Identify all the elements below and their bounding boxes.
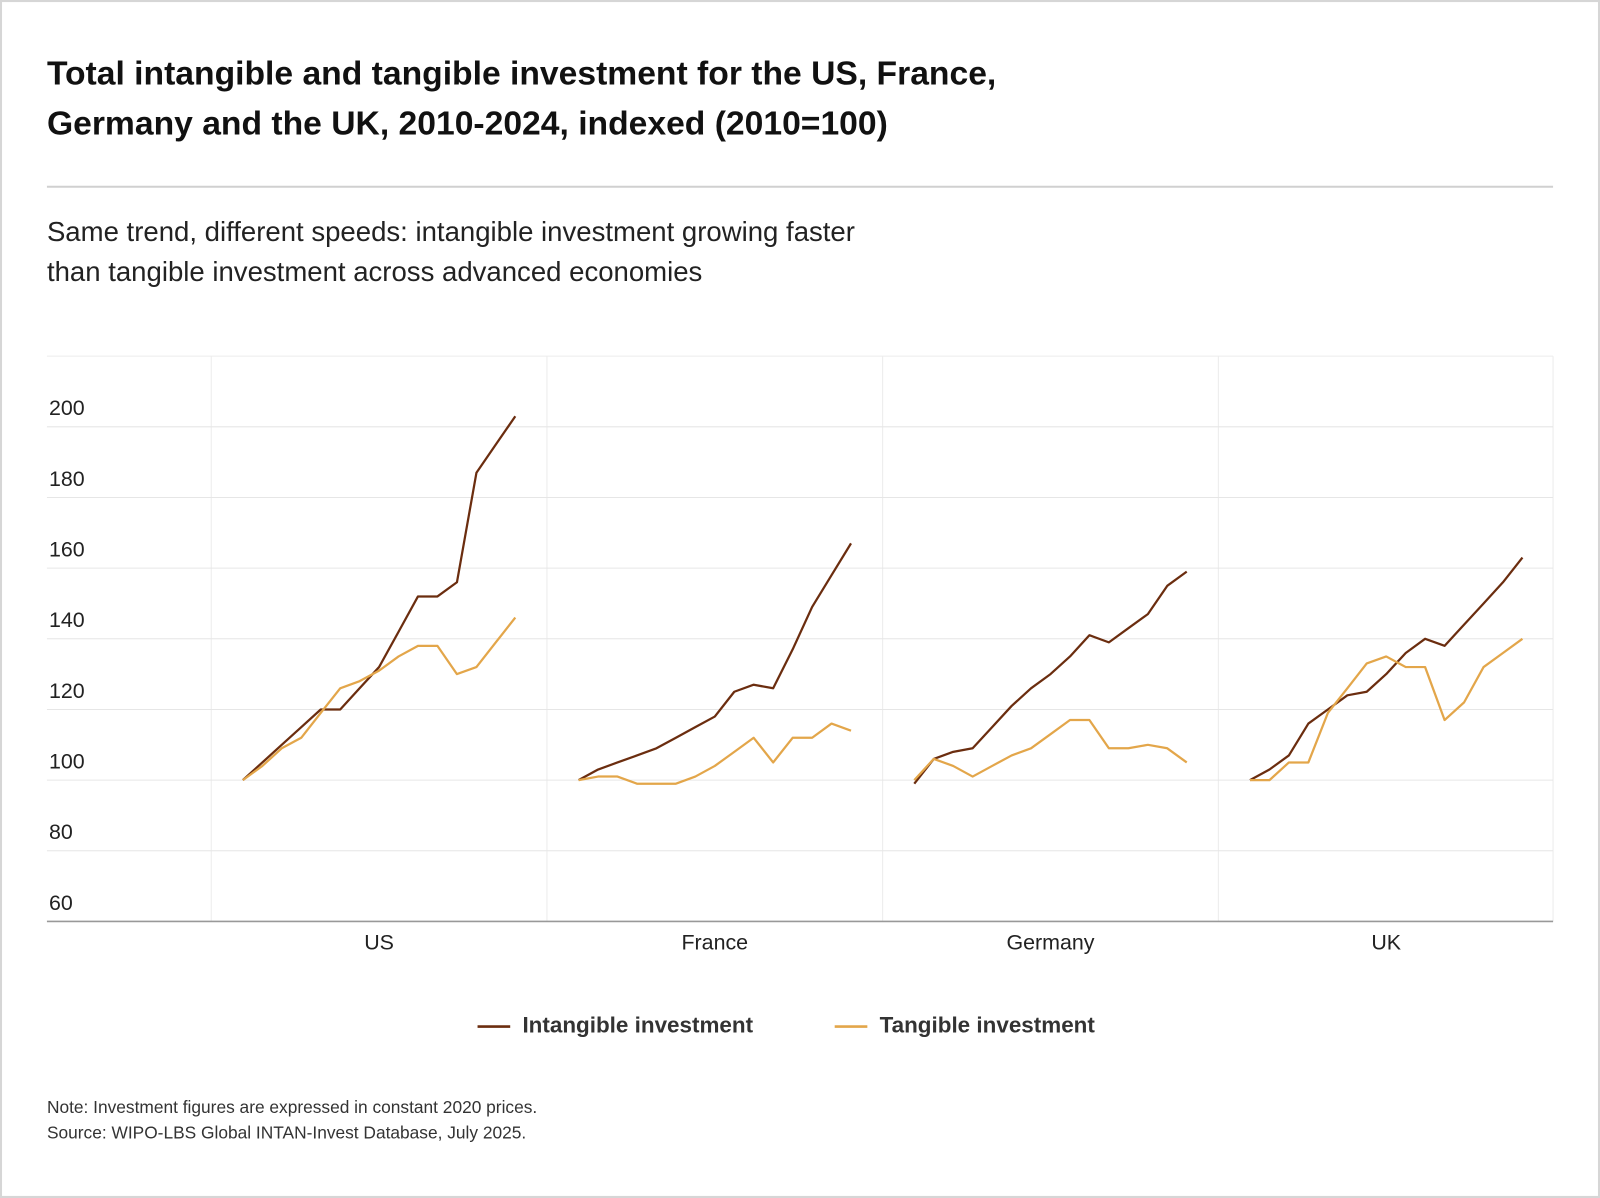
series-line [242, 616, 517, 782]
y-tick-label: 140 [49, 608, 85, 632]
x-tick-label: France [681, 931, 748, 955]
y-tick-label: 180 [49, 467, 85, 491]
legend-label: Tangible investment [880, 1012, 1096, 1037]
y-tick-label: 120 [49, 679, 85, 703]
series-line [1249, 556, 1524, 782]
y-tick-label: 60 [49, 891, 73, 915]
subtitle: than tangible investment across advanced… [47, 256, 702, 287]
series-line [913, 570, 1188, 785]
x-tick-label: UK [1371, 931, 1401, 955]
source: Source: WIPO-LBS Global INTAN-Invest Dat… [47, 1122, 526, 1142]
legend-label: Intangible investment [522, 1012, 753, 1037]
chart-title: Total intangible and tangible investment… [47, 55, 996, 92]
series-line [578, 722, 852, 785]
series-line [242, 415, 517, 781]
y-tick-label: 200 [49, 396, 85, 420]
y-tick-label: 100 [49, 749, 85, 773]
series-line [1250, 637, 1524, 782]
x-tick-label: US [364, 931, 394, 955]
note: Note: Investment figures are expressed i… [47, 1097, 537, 1117]
subtitle: Same trend, different speeds: intangible… [47, 216, 855, 247]
series-line [578, 542, 852, 782]
x-tick-label: Germany [1006, 931, 1094, 955]
y-tick-label: 80 [49, 820, 73, 844]
chart-title: Germany and the UK, 2010-2024, indexed (… [47, 105, 888, 142]
y-tick-label: 160 [49, 537, 85, 561]
series-line [913, 718, 1188, 781]
